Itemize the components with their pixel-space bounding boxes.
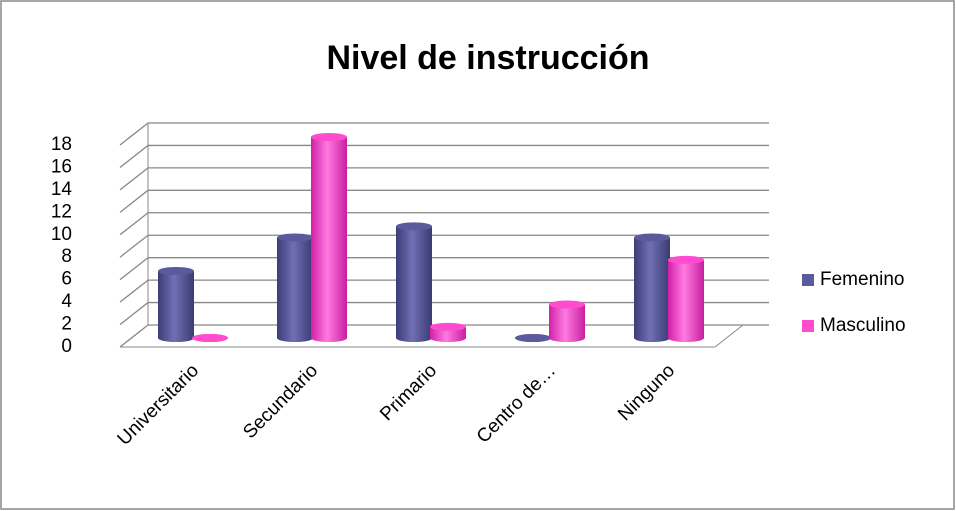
- bar-body: [311, 137, 347, 338]
- y-tick-label: 0: [61, 336, 72, 357]
- grid-line: [119, 167, 769, 191]
- legend-swatch: [802, 274, 814, 286]
- y-tick-label: 6: [61, 269, 72, 290]
- grid-line: [119, 144, 769, 168]
- legend-label: Masculino: [820, 315, 906, 336]
- bar-top: [277, 233, 313, 242]
- bar: [634, 233, 670, 342]
- bar: [277, 233, 313, 342]
- y-tick-label: 18: [51, 134, 72, 155]
- grid-line: [119, 279, 769, 303]
- chart-title: Nivel de instrucción: [326, 39, 649, 77]
- legend-swatch: [802, 320, 814, 332]
- y-tick-label: 10: [51, 224, 72, 245]
- bar: [549, 300, 585, 342]
- legend-label: Femenino: [820, 269, 905, 290]
- bar-body: [396, 226, 432, 338]
- bar-body: [430, 326, 466, 338]
- bar-body: [668, 259, 704, 338]
- bar-body: [634, 237, 670, 338]
- bar-top: [192, 334, 228, 342]
- bar-top: [430, 322, 466, 331]
- grid-line: [119, 257, 769, 281]
- bar-top: [515, 334, 551, 342]
- bar-top: [311, 133, 347, 141]
- bar-top: [668, 255, 704, 264]
- grid-line: [119, 122, 769, 146]
- bar-top: [158, 267, 194, 275]
- bar-body: [549, 304, 585, 338]
- grid-line: [119, 234, 769, 258]
- floor-right: [714, 324, 744, 348]
- y-tick-label: 12: [51, 201, 72, 222]
- grid-line: [119, 212, 769, 236]
- bar: [311, 133, 347, 342]
- y-tick-label: 14: [51, 179, 73, 200]
- y-tick-label: 16: [51, 156, 72, 177]
- bar: [192, 334, 228, 342]
- bar-body: [158, 271, 194, 338]
- bar-body: [277, 237, 313, 338]
- y-tick-label: 4: [61, 291, 72, 312]
- bar-top: [396, 222, 432, 231]
- bar: [430, 322, 466, 342]
- bar: [158, 267, 194, 342]
- bar: [668, 255, 704, 342]
- bar: [396, 222, 432, 342]
- y-tick-label: 8: [61, 246, 72, 267]
- y-tick-label: 2: [61, 314, 72, 335]
- bar-top: [549, 300, 585, 309]
- bar: [515, 334, 551, 342]
- grid-line: [119, 189, 769, 213]
- bar-top: [634, 233, 670, 242]
